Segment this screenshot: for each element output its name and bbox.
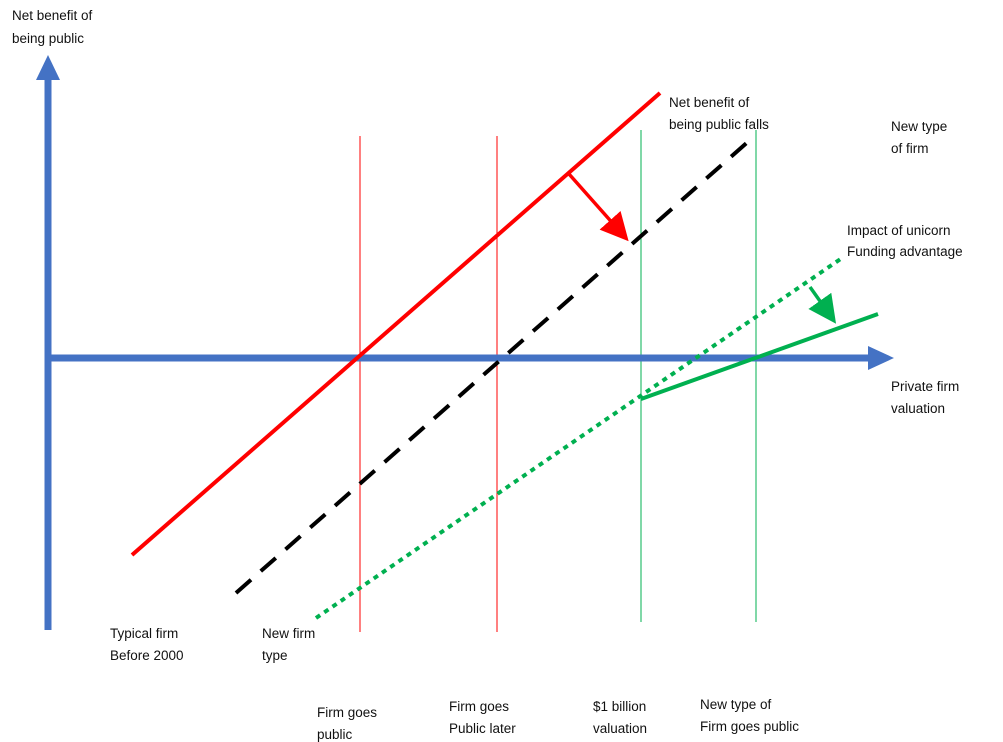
new-type-goes-public-label: New type of Firm goes public (700, 697, 799, 734)
black-dashed-line (234, 138, 752, 595)
y-axis-label: Net benefit of being public (12, 8, 96, 46)
x-axis-arrowhead (868, 346, 894, 370)
x-axis-label: Private firm valuation (891, 379, 963, 416)
firm-goes-public-label: Firm goes public (317, 705, 381, 742)
green-solid-line (640, 312, 879, 401)
typical-firm-label: Typical firm Before 2000 (110, 626, 184, 663)
red-shift-arrow (567, 172, 629, 242)
green-line-label: Impact of unicorn Funding advantage (847, 223, 963, 259)
y-axis-arrowhead (36, 55, 60, 80)
new-firm-type-label: New firm type (262, 626, 319, 663)
red-line-label: Net benefit of being public falls (669, 95, 769, 132)
red-benefit-line (130, 91, 662, 557)
green-dotted-line (314, 256, 844, 620)
green-shift-arrow (808, 285, 837, 324)
firm-goes-public-later-label: Firm goes Public later (449, 699, 516, 736)
billion-valuation-label: $1 billion valuation (593, 699, 650, 736)
black-line-label: New type of firm (891, 119, 951, 156)
